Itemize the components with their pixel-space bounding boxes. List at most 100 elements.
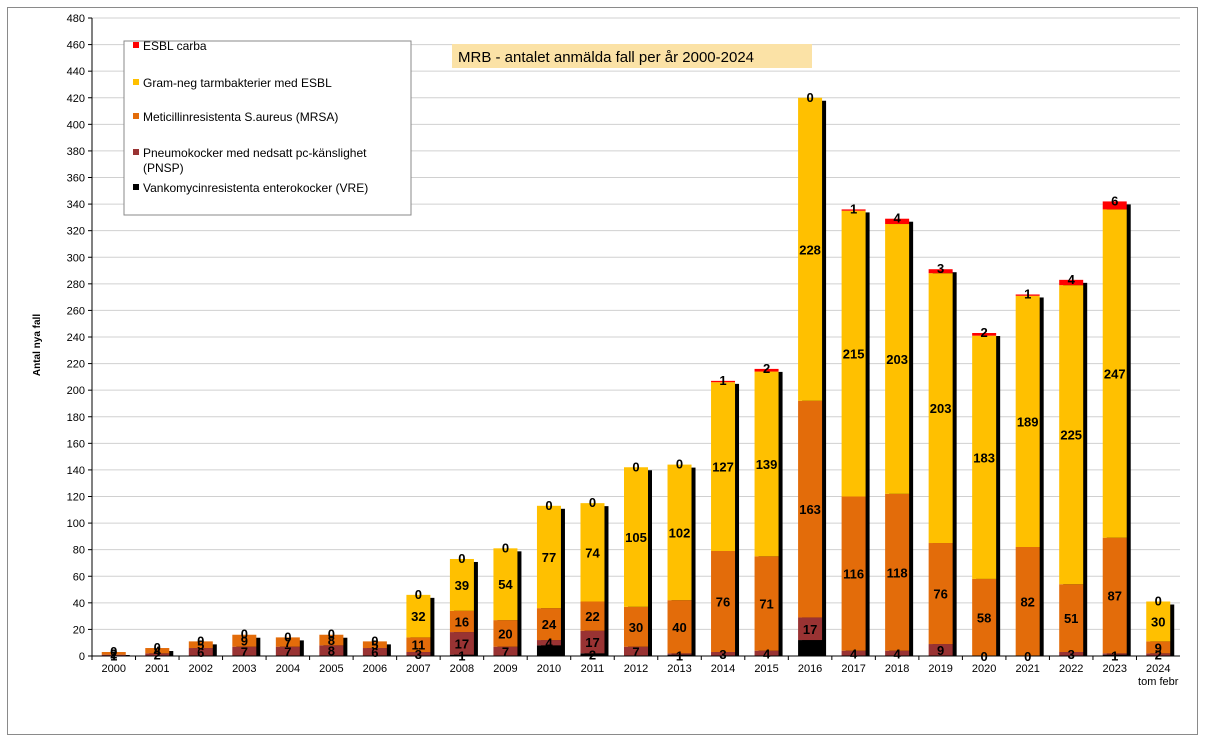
data-label: 1 bbox=[458, 648, 465, 663]
data-label: 2 bbox=[589, 648, 596, 663]
data-label: 105 bbox=[625, 530, 647, 545]
bar-segment bbox=[1059, 285, 1084, 585]
x-tick-label: 2004 bbox=[276, 663, 300, 675]
data-label: 228 bbox=[799, 242, 821, 257]
data-label: 0 bbox=[981, 649, 988, 664]
bar-segment bbox=[536, 505, 561, 609]
data-label: 139 bbox=[756, 457, 778, 472]
data-label: 9 bbox=[1155, 640, 1162, 655]
x-tick-label: 2016 bbox=[798, 663, 822, 675]
y-tick-label: 0 bbox=[79, 651, 85, 663]
bar-segment bbox=[754, 368, 779, 372]
x-tick-label: 2008 bbox=[450, 663, 474, 675]
bar-segment bbox=[885, 650, 910, 656]
bar-segment bbox=[624, 606, 648, 647]
data-label: 2 bbox=[1155, 648, 1162, 663]
x-tick-label: 2005 bbox=[319, 663, 343, 675]
bar-segment bbox=[101, 652, 126, 655]
bar-segment bbox=[1146, 641, 1171, 654]
bar-segment bbox=[493, 646, 518, 656]
data-label: 225 bbox=[1060, 428, 1082, 443]
y-tick-label: 40 bbox=[73, 598, 85, 610]
x-tick-label: 2010 bbox=[537, 663, 561, 675]
legend-swatch bbox=[133, 149, 139, 155]
legend-swatch bbox=[133, 113, 139, 119]
bar-segment bbox=[449, 632, 474, 655]
data-label: 12 bbox=[803, 641, 817, 656]
bar-segment bbox=[188, 641, 213, 649]
data-label: 87 bbox=[1107, 589, 1121, 604]
y-tick-label: 360 bbox=[67, 173, 85, 185]
data-label: 17 bbox=[585, 635, 599, 650]
data-label: 77 bbox=[542, 550, 556, 565]
bar-segment bbox=[841, 496, 866, 651]
bar-segment bbox=[1059, 584, 1084, 653]
bar-segment bbox=[362, 641, 387, 649]
data-label: 7 bbox=[284, 644, 291, 659]
chart-title-box: MRB - antalet anmälda fall per år 2000-2… bbox=[452, 44, 812, 68]
legend-label: Pneumokocker med nedsatt pc-känslighet (P… bbox=[143, 146, 367, 175]
data-label: 0 bbox=[1155, 594, 1162, 609]
y-tick-label: 180 bbox=[67, 412, 85, 424]
data-label: 30 bbox=[1151, 614, 1165, 629]
bar-segment bbox=[580, 601, 605, 631]
bar-segment bbox=[798, 400, 823, 618]
data-label: 32 bbox=[411, 609, 425, 624]
bar-segment bbox=[406, 652, 431, 656]
data-label: 7 bbox=[284, 635, 291, 650]
x-tick-label: 2012 bbox=[624, 663, 648, 675]
data-label: 2 bbox=[763, 361, 770, 376]
x-tick-label: 2024 bbox=[1146, 663, 1170, 675]
data-label: 4 bbox=[545, 636, 553, 651]
y-tick-label: 460 bbox=[67, 40, 85, 52]
legend-label: Gram-neg tarmbakterier med ESBL bbox=[143, 76, 332, 90]
legend-label-line: (PNSP) bbox=[143, 161, 184, 175]
data-label: 0 bbox=[241, 627, 248, 642]
bar-segment bbox=[667, 464, 692, 601]
x-tick-label: 2007 bbox=[406, 663, 430, 675]
axes: 0204060801001201401601802002202402602803… bbox=[67, 13, 1180, 688]
legend-label: ESBL carba bbox=[143, 39, 207, 53]
y-tick-label: 240 bbox=[67, 332, 85, 344]
bars bbox=[101, 97, 1175, 657]
bar-segment bbox=[1102, 537, 1127, 654]
data-label: 76 bbox=[716, 595, 730, 610]
bar-segment bbox=[1015, 295, 1040, 548]
bar-segment bbox=[449, 610, 474, 633]
data-label: 3 bbox=[937, 261, 944, 276]
data-label: 1 bbox=[1111, 648, 1118, 663]
bar-segment bbox=[667, 653, 692, 655]
data-label: 6 bbox=[371, 645, 378, 660]
data-label: 0 bbox=[806, 90, 813, 105]
bar-segment bbox=[580, 630, 605, 654]
bar-segment bbox=[188, 648, 213, 656]
data-label: 4 bbox=[154, 644, 162, 659]
data-label: 0 bbox=[328, 627, 335, 642]
legend-label: Vankomycinresistenta enterokocker (VRE) bbox=[143, 181, 368, 195]
data-label: 0 bbox=[154, 640, 161, 655]
bar-segment bbox=[754, 650, 779, 656]
data-label: 116 bbox=[843, 567, 864, 582]
bar-segment bbox=[232, 646, 257, 656]
bar-segment bbox=[1102, 654, 1127, 656]
y-tick-label: 380 bbox=[67, 146, 85, 158]
bar-segment bbox=[145, 648, 170, 654]
data-label: 5 bbox=[197, 638, 204, 653]
data-label: 0 bbox=[502, 540, 509, 555]
y-tick-label: 20 bbox=[73, 624, 85, 636]
data-label: 2 bbox=[110, 646, 117, 661]
bar-segment bbox=[972, 578, 997, 656]
bar-segment bbox=[711, 382, 736, 551]
data-label: 76 bbox=[933, 587, 947, 602]
data-label: 0 bbox=[284, 629, 291, 644]
legend-label: Meticillinresistenta S.aureus (MRSA) bbox=[143, 110, 338, 124]
bar-segment bbox=[101, 654, 126, 656]
bar-segment bbox=[624, 467, 648, 607]
bar-segment bbox=[1102, 653, 1127, 655]
x-tick-label: 2020 bbox=[972, 663, 996, 675]
y-tick-label: 160 bbox=[67, 438, 85, 450]
y-tick-label: 320 bbox=[67, 226, 85, 238]
data-label: 0 bbox=[589, 495, 596, 510]
bar-segment bbox=[580, 503, 605, 602]
